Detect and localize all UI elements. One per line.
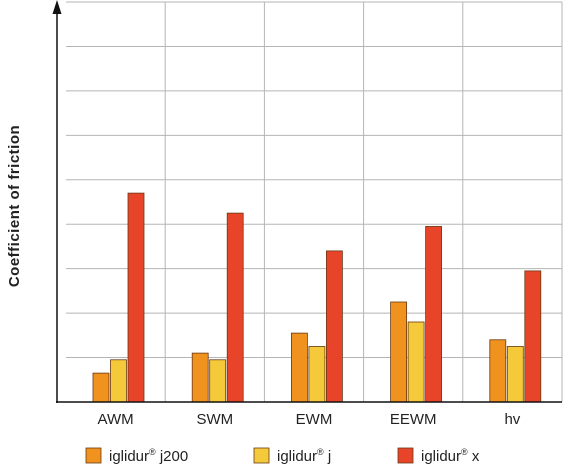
bar-awm-series-3 — [127, 192, 145, 403]
bar-ewm-series-2 — [308, 346, 326, 403]
legend-swatch — [397, 447, 414, 464]
x-tick-label: EWM — [296, 411, 333, 428]
y-axis-label: Coefficient of friction — [6, 125, 23, 287]
x-tick-label: SWM — [196, 411, 233, 428]
grid-lines — [66, 1, 563, 402]
legend-label: iglidur® j — [277, 447, 331, 465]
legend-swatch — [85, 447, 102, 464]
bar-ewm-series-3 — [325, 250, 343, 403]
legend-label: iglidur® x — [421, 447, 480, 465]
x-tick-label: hv — [504, 411, 520, 428]
axes — [52, 0, 562, 403]
bar-swm-series-3 — [226, 212, 244, 403]
bar-hv-series-2 — [506, 346, 524, 403]
x-tick-label: AWM — [98, 411, 134, 428]
bar-ewm-series-1 — [290, 332, 308, 403]
bar-eewm-series-1 — [390, 301, 408, 403]
legend-swatch — [253, 447, 270, 464]
bar-eewm-series-3 — [425, 226, 443, 403]
bar-awm-series-2 — [110, 359, 127, 403]
bar-swm-series-1 — [191, 352, 209, 403]
bar-awm-series-1 — [92, 372, 110, 403]
bar-hv-series-3 — [524, 270, 542, 403]
bar-swm-series-2 — [209, 359, 227, 403]
x-tick-labels: AWM SWM EWM EEWM hv — [98, 411, 521, 428]
legend: iglidur® j200 iglidur® j iglidur® x — [85, 447, 480, 465]
bar-hv-series-1 — [489, 339, 507, 403]
bar-eewm-series-2 — [407, 321, 425, 403]
legend-label: iglidur® j200 — [109, 447, 188, 465]
x-tick-label: EEWM — [390, 411, 437, 428]
y-axis-arrow-icon — [52, 0, 62, 14]
